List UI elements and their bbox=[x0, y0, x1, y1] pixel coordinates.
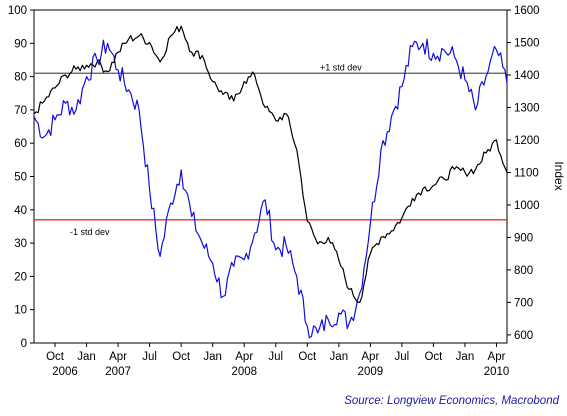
right-tick-label: 900 bbox=[514, 232, 533, 244]
x-tick-label: Jul bbox=[395, 351, 410, 363]
x-tick-label: Jul bbox=[142, 351, 157, 363]
right-tick-label: 1000 bbox=[514, 200, 540, 212]
x-tick-label: Jan bbox=[77, 351, 96, 363]
left-tick-label: 70 bbox=[14, 105, 27, 117]
x-tick-label: Apr bbox=[361, 351, 379, 363]
reference-line-label: -1 std dev bbox=[70, 227, 110, 237]
source-note: Source: Longview Economics, Macrobond bbox=[344, 395, 559, 407]
series-line-left bbox=[33, 38, 508, 339]
x-tick-label: Oct bbox=[424, 351, 443, 363]
right-tick-label: 600 bbox=[514, 330, 533, 342]
plot-frame bbox=[33, 9, 508, 344]
reference-lines: +1 std dev -1 std dev bbox=[34, 62, 507, 237]
x-tick-label: Apr bbox=[235, 351, 253, 363]
x-axis: Oct Jan Apr Jul Oct Jan Apr Jul Oct Jan Apr Jul Oct J… bbox=[46, 343, 509, 378]
series-line-right bbox=[33, 25, 508, 303]
left-tick-label: 30 bbox=[14, 238, 27, 250]
left-tick-label: 100 bbox=[8, 5, 27, 17]
left-tick-label: 20 bbox=[14, 271, 27, 283]
x-tick-label: Apr bbox=[488, 351, 506, 363]
left-tick-label: 90 bbox=[14, 38, 27, 50]
left-tick-label: 50 bbox=[14, 172, 27, 184]
right-tick-label: 1500 bbox=[514, 37, 540, 49]
left-tick-label: 10 bbox=[14, 305, 27, 317]
x-tick-label: Jul bbox=[268, 351, 283, 363]
left-axis: 0 10 20 30 40 50 60 70 80 90 100 bbox=[8, 5, 34, 350]
right-tick-label: 800 bbox=[514, 265, 533, 277]
x-year-label: 2009 bbox=[358, 366, 384, 378]
left-tick-label: 0 bbox=[21, 338, 27, 350]
left-tick-label: 40 bbox=[14, 205, 27, 217]
right-tick-label: 1200 bbox=[514, 135, 540, 147]
x-tick-label: Jan bbox=[203, 351, 222, 363]
left-tick-label: 60 bbox=[14, 138, 27, 150]
right-axis: 600 700 800 900 1000 1100 1200 1300 1400 1500 1600 bbox=[507, 5, 540, 342]
left-tick-label: 80 bbox=[14, 72, 27, 84]
x-year-label: 2008 bbox=[231, 366, 257, 378]
right-tick-label: 700 bbox=[514, 297, 533, 309]
series-group bbox=[33, 25, 508, 339]
right-tick-label: 1400 bbox=[514, 70, 540, 82]
right-tick-label: 1100 bbox=[514, 167, 539, 179]
right-tick-label: 1600 bbox=[514, 5, 540, 17]
right-tick-label: 1300 bbox=[514, 102, 540, 114]
x-tick-label: Oct bbox=[46, 351, 65, 363]
x-tick-label: Apr bbox=[109, 351, 127, 363]
reference-line-label: +1 std dev bbox=[320, 62, 362, 72]
x-year-label: 2010 bbox=[484, 366, 510, 378]
x-tick-label: Oct bbox=[172, 351, 191, 363]
x-year-label: 2007 bbox=[105, 366, 131, 378]
x-year-label: 2006 bbox=[52, 366, 78, 378]
x-tick-label: Oct bbox=[298, 351, 317, 363]
x-tick-label: Jan bbox=[330, 351, 349, 363]
right-axis-label: Index bbox=[552, 161, 566, 190]
x-tick-label: Jan bbox=[456, 351, 475, 363]
